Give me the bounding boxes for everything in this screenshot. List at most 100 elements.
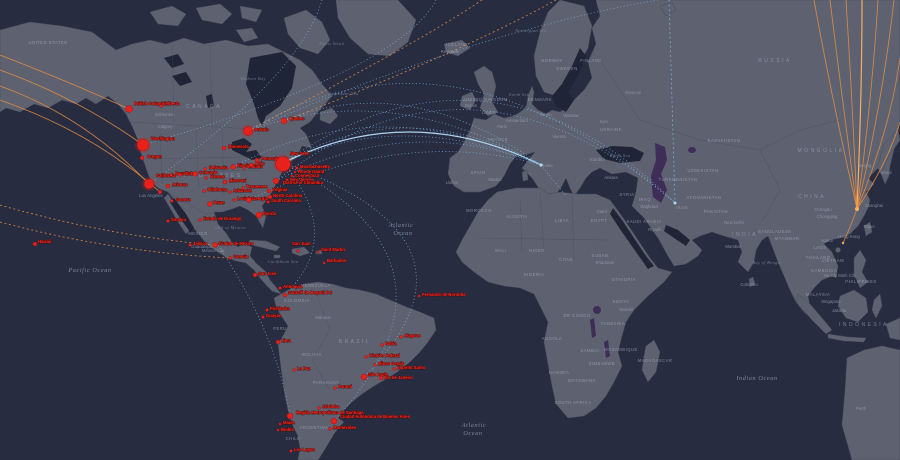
location-marker[interactable]: [330, 417, 338, 425]
ocean-label: Ocean: [463, 430, 482, 437]
map-label: PHILIPPINES: [845, 279, 876, 284]
location-marker[interactable]: [282, 292, 288, 298]
landmass-iceland: [443, 39, 471, 57]
location-marker[interactable]: [143, 178, 155, 190]
location-marker[interactable]: [243, 126, 253, 136]
location-label: Lima: [281, 338, 291, 343]
map-label: Warsaw: [563, 113, 579, 118]
location-marker[interactable]: [207, 201, 213, 207]
location-marker[interactable]: [278, 422, 282, 426]
location-marker[interactable]: [290, 174, 294, 178]
location-marker[interactable]: [272, 177, 280, 185]
location-marker[interactable]: [139, 155, 145, 161]
location-marker[interactable]: [295, 166, 299, 170]
location-marker[interactable]: [242, 166, 246, 170]
location-marker[interactable]: [32, 241, 38, 247]
location-marker[interactable]: [221, 145, 227, 151]
location-label: Jalisco: [193, 241, 208, 246]
hong-kong-hub: [841, 241, 845, 245]
location-marker[interactable]: [203, 167, 207, 171]
location-label: New Jersey: [290, 177, 314, 182]
map-label: LAOS: [813, 245, 826, 250]
location-marker[interactable]: [159, 104, 163, 108]
map-label: MALI: [495, 248, 507, 253]
location-marker[interactable]: [222, 179, 228, 185]
map-label: ARGENTINA: [300, 425, 329, 430]
location-label: Nevada: [175, 171, 191, 176]
map-label: New Delhi: [724, 220, 744, 225]
location-marker[interactable]: [246, 197, 252, 203]
location-marker[interactable]: [212, 242, 218, 248]
location-marker[interactable]: [286, 412, 294, 420]
location-marker[interactable]: [267, 194, 273, 200]
location-marker[interactable]: [280, 117, 288, 125]
location-marker[interactable]: [261, 315, 265, 319]
location-marker[interactable]: [254, 157, 260, 163]
location-marker[interactable]: [157, 189, 163, 195]
location-marker[interactable]: [373, 363, 377, 367]
location-label: Minas Gerais: [378, 361, 405, 366]
location-marker[interactable]: [169, 173, 173, 177]
route-arc-blue: [232, 126, 542, 168]
location-marker[interactable]: [292, 368, 296, 372]
location-marker[interactable]: [165, 183, 171, 189]
location-marker[interactable]: [378, 375, 384, 381]
location-marker[interactable]: [360, 373, 368, 381]
location-marker[interactable]: [202, 189, 206, 193]
route-arc-layer: [0, 0, 900, 422]
location-marker[interactable]: [230, 164, 236, 170]
location-marker[interactable]: [241, 186, 245, 190]
location-marker[interactable]: [399, 335, 403, 339]
country-border-layer: [127, 43, 841, 391]
location-marker[interactable]: [228, 256, 232, 260]
location-marker[interactable]: [328, 427, 332, 431]
location-marker[interactable]: [166, 219, 170, 223]
location-marker[interactable]: [265, 308, 269, 312]
location-label: California: [156, 173, 176, 178]
map-label: Berlin: [541, 112, 553, 117]
map-label: PARAGUAY: [313, 380, 340, 385]
location-marker[interactable]: [316, 250, 320, 254]
map-label: KAZAKHSTAN: [708, 138, 741, 143]
ocean-label: Atlantic: [388, 222, 414, 229]
location-marker[interactable]: [275, 156, 291, 172]
location-marker[interactable]: [232, 198, 236, 202]
location-marker[interactable]: [136, 138, 150, 152]
location-marker[interactable]: [276, 428, 280, 432]
location-marker[interactable]: [178, 173, 182, 177]
location-marker[interactable]: [317, 406, 321, 410]
map-label: Vienna: [552, 134, 566, 139]
location-marker[interactable]: [380, 343, 384, 347]
location-marker[interactable]: [252, 272, 258, 278]
location-marker[interactable]: [170, 199, 174, 203]
location-marker[interactable]: [266, 188, 272, 194]
location-marker[interactable]: [289, 449, 293, 453]
location-marker[interactable]: [204, 176, 208, 180]
location-marker[interactable]: [125, 105, 133, 113]
location-marker[interactable]: [392, 367, 396, 371]
location-marker[interactable]: [248, 162, 254, 168]
location-marker[interactable]: [333, 386, 337, 390]
location-marker[interactable]: [296, 249, 300, 253]
location-marker[interactable]: [285, 178, 289, 182]
route-arc-orange: [845, 0, 858, 210]
location-marker[interactable]: [293, 170, 297, 174]
route-arc-blue: [217, 244, 291, 417]
location-marker[interactable]: [266, 200, 270, 204]
location-marker[interactable]: [255, 211, 263, 219]
map-label: UZBEKISTAN: [687, 168, 718, 173]
location-marker[interactable]: [417, 294, 421, 298]
location-label: North Carolina: [273, 193, 303, 198]
location-marker[interactable]: [322, 261, 326, 265]
location-marker[interactable]: [364, 355, 368, 359]
location-marker[interactable]: [275, 339, 281, 345]
location-marker[interactable]: [192, 171, 198, 177]
location-label: District of Columbia: [283, 180, 323, 185]
location-marker[interactable]: [188, 243, 192, 247]
location-label: Los Lagos: [294, 447, 316, 452]
location-marker[interactable]: [278, 286, 282, 290]
location-marker[interactable]: [228, 190, 232, 194]
location-marker[interactable]: [198, 218, 202, 222]
